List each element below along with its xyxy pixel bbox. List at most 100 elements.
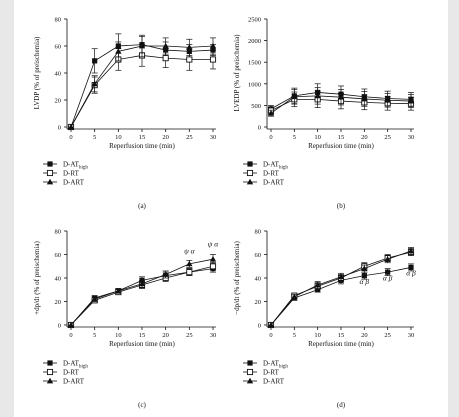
x-tick-label: 15 [338,332,345,339]
y-tick-label: 80 [255,229,262,236]
significance-annotation: ψ α [208,239,220,248]
data-point [209,56,217,63]
panel-caption: (c) [138,401,146,409]
x-tick-label: 10 [314,332,321,339]
data-point [408,264,414,271]
y-tick-label: 40 [55,276,62,283]
data-point [91,295,98,302]
x-tick-label: 10 [115,332,122,339]
legend-label: D-RT [63,369,80,377]
x-tick-label: 5 [93,332,96,339]
y-axis-label: −dp/dt (% of preischemia) [233,240,241,314]
series-line [270,250,412,326]
x-tick-label: 25 [384,332,391,339]
series-line [270,251,412,326]
series-line [70,258,214,326]
data-point [267,321,275,328]
y-tick-label: 2000 [248,38,261,45]
significance-annotation: α β [406,269,416,278]
legend-marker [246,377,254,384]
legend-label: D-AThigh [63,360,88,370]
legend-marker [47,161,53,167]
legend-marker [46,368,54,376]
data-point [138,42,146,49]
significance-annotation: α β [360,277,370,286]
panel-caption: (d) [337,401,346,409]
significance-annotation: ψ α [184,246,196,255]
data-point [186,260,193,267]
legend-marker [247,360,253,366]
y-tick-label: 1500 [248,60,261,67]
x-tick-label: 30 [210,134,217,141]
x-tick-label: 0 [69,134,72,141]
data-point [384,97,391,103]
legend-entry: D-ART [243,179,285,187]
legend-label: D-ART [263,378,285,386]
legend-entry: D-RT [43,369,80,377]
y-tick-label: 60 [55,252,62,259]
y-tick-label: 2500 [248,17,261,24]
y-tick-label: 60 [255,252,262,259]
data-point [407,247,415,254]
data-point [361,265,368,271]
legend-entry: D-RT [43,170,80,178]
y-tick-label: 80 [55,17,62,24]
legend-label: D-RT [263,170,280,178]
data-point [162,271,169,277]
data-point [115,287,122,294]
legend-label: D-AThigh [263,360,288,370]
legend-entry: D-ART [43,179,85,187]
data-point [337,273,345,280]
legend-label: D-ART [263,179,285,187]
x-tick-label: 15 [139,332,146,339]
x-axis-label: Reperfusion time (min) [308,142,374,150]
chart-panel-a: 0 20 40 60 80 0 5 10 15 20 25 30 Reperfusion time (m… [33,17,216,211]
series-drt [67,262,217,329]
y-tick-label: 500 [251,103,261,110]
legend-marker [47,360,53,366]
y-tick-label: 20 [55,299,62,306]
data-point [361,95,368,102]
legend-marker [246,368,254,376]
x-tick-label: 30 [408,134,415,141]
legend-label-subscript: high [79,365,88,370]
series-dart [67,34,217,130]
chart-panel-c: 0 20 40 60 80 0 5 10 15 20 25 30 Reperfusion time (m… [33,229,219,410]
data-point [291,93,298,100]
x-axis-label: Reperfusion time (min) [109,340,175,348]
data-point [209,256,217,262]
y-tick-label: 20 [55,98,62,105]
x-tick-label: 0 [269,332,272,339]
series-dart [67,254,217,328]
x-axis-label: Reperfusion time (min) [109,142,175,150]
legend-marker [246,178,254,185]
legend-label: D-ART [63,378,85,386]
y-axis-label: LVEDP (% of preischemia) [233,34,241,112]
x-tick-label: 10 [314,134,321,141]
x-tick-label: 5 [293,134,296,141]
legend-entry: D-AThigh [243,360,288,370]
y-axis-label: LVDP (% of preischemia) [33,36,41,109]
series-drt [267,248,415,329]
data-point [291,293,298,300]
y-tick-label: 0 [258,125,261,132]
legend-entry: D-AThigh [243,161,288,171]
x-tick-label: 20 [162,134,169,141]
data-point [314,281,321,288]
legend-entry: D-ART [243,378,285,386]
data-point [162,55,169,62]
data-point [384,256,391,262]
data-point [92,58,98,64]
y-tick-label: 40 [55,71,62,78]
x-tick-label: 20 [361,332,368,339]
y-tick-label: 40 [255,276,262,283]
legend-entry: D-AThigh [43,161,88,171]
legend-entry: D-RT [243,170,280,178]
y-tick-label: 60 [55,44,62,51]
x-axis-label: Reperfusion time (min) [308,340,374,348]
x-tick-label: 30 [210,332,217,339]
legend-label-subscript: high [279,166,288,171]
data-point [115,48,122,54]
y-tick-label: 1000 [248,81,261,88]
